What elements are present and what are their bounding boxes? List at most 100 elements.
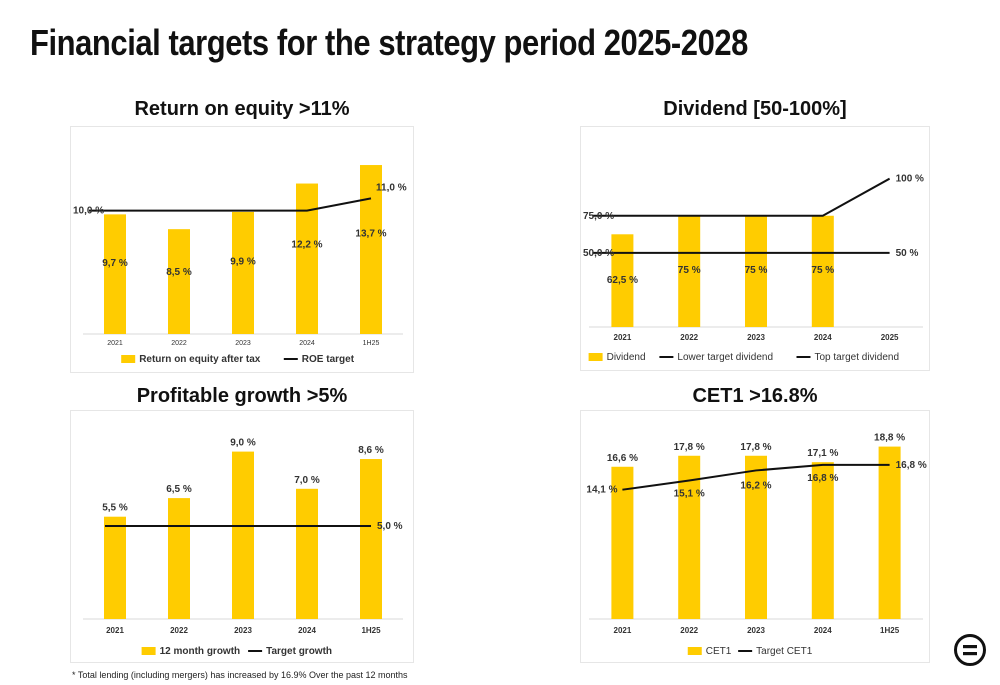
growth-chart-svg: 5,0 % 5,5 % 6,5 % 9,0 % 7,0 % 8,6 % 2021 2022 20… bbox=[83, 438, 403, 657]
dividend-category-2022: 2022 bbox=[680, 333, 698, 342]
dividend-line-1 bbox=[592, 177, 891, 217]
cet1-category-2024: 2024 bbox=[814, 626, 832, 635]
cet1-bar-label-2021: 16,6 % bbox=[607, 453, 638, 464]
cet1-legend-swatch-0 bbox=[687, 647, 702, 655]
dividend-chart-title: Dividend [50-100%] bbox=[663, 98, 847, 120]
growth-bar-label-2024: 7,0 % bbox=[294, 475, 320, 486]
growth-line-label-0-4: 5,0 % bbox=[377, 521, 403, 532]
dividend-category-2023: 2023 bbox=[747, 333, 765, 342]
cet1-line-label-0-3: 16,8 % bbox=[807, 473, 838, 484]
growth-bar-label-2021: 5,5 % bbox=[102, 503, 128, 514]
roe-category-2021: 2021 bbox=[107, 340, 123, 347]
cet1-bar-2022 bbox=[678, 455, 701, 619]
cet1-chart-title: CET1 >16.8% bbox=[692, 385, 818, 407]
dividend-legend-swatch-0 bbox=[588, 353, 603, 361]
roe-bar-2021 bbox=[104, 214, 126, 334]
cet1-bar-1H25 bbox=[878, 446, 901, 619]
roe-bar-label-1H25: 13,7 % bbox=[355, 229, 386, 240]
dividend-bar-2022 bbox=[678, 215, 701, 327]
dividend-line-label-1-4: 100 % bbox=[896, 174, 924, 185]
growth-legend-label-1: Target growth bbox=[266, 646, 332, 657]
cet1-line-label-0-2: 16,2 % bbox=[740, 480, 771, 491]
roe-legend-label-1: ROE target bbox=[302, 354, 355, 365]
dividend-bar-label-2024: 75 % bbox=[811, 265, 834, 276]
growth-bar-2022 bbox=[168, 498, 190, 619]
cet1-line-label-0-1: 15,1 % bbox=[674, 489, 705, 500]
growth-bar-2023 bbox=[232, 451, 254, 619]
cet1-category-1H25: 1H25 bbox=[880, 626, 900, 635]
roe-bar-2023 bbox=[232, 211, 254, 334]
roe-chart-svg: 10,0 % 11,0 % 9,7 % 8,5 % 9,9 % 12,2 % 13,7 % 2… bbox=[73, 165, 407, 365]
cet1-bar-2023 bbox=[745, 455, 767, 619]
cet1-line-label-0-0: 14,1 % bbox=[586, 485, 617, 496]
dividend-legend-label-0: Dividend bbox=[607, 352, 646, 363]
roe-bar-label-2024: 12,2 % bbox=[291, 240, 322, 251]
dividend-category-2021: 2021 bbox=[614, 333, 632, 342]
cet1-category-2023: 2023 bbox=[747, 626, 765, 635]
growth-chart-title: Profitable growth >5% bbox=[136, 385, 348, 407]
cet1-bar-label-1H25: 18,8 % bbox=[874, 433, 905, 444]
cet1-chart-svg: 14,1 % 15,1 % 16,2 % 16,8 % 16,8 % 16,6 % 17,8… bbox=[586, 433, 927, 657]
growth-category-2021: 2021 bbox=[106, 626, 124, 635]
roe-category-2023: 2023 bbox=[235, 340, 251, 347]
roe-bar-label-2021: 9,7 % bbox=[102, 258, 128, 269]
roe-line-label-0-4: 11,0 % bbox=[376, 182, 407, 193]
roe-bar-2022 bbox=[168, 229, 190, 334]
cet1-bar-label-2024: 17,1 % bbox=[807, 448, 838, 459]
page-title: Financial targets for the strategy perio… bbox=[30, 22, 748, 63]
growth-bar-label-1H25: 8,6 % bbox=[358, 445, 384, 456]
roe-chart-title: Return on equity >11% bbox=[134, 98, 350, 120]
growth-legend-label-0: 12 month growth bbox=[160, 646, 241, 657]
brand-logo-icon bbox=[953, 633, 987, 667]
roe-bar-2024 bbox=[296, 183, 318, 334]
dividend-bar-label-2023: 75 % bbox=[745, 265, 768, 276]
roe-line-0 bbox=[89, 197, 372, 212]
growth-category-1H25: 1H25 bbox=[361, 626, 381, 635]
roe-bar-label-2022: 8,5 % bbox=[166, 267, 192, 278]
cet1-line-0 bbox=[622, 463, 890, 491]
growth-bar-2021 bbox=[104, 516, 126, 619]
cet1-category-2021: 2021 bbox=[614, 626, 632, 635]
dividend-legend-label-1: Lower target dividend bbox=[677, 352, 773, 363]
roe-bar-label-2023: 9,9 % bbox=[230, 257, 256, 268]
dividend-bar-2021 bbox=[611, 234, 634, 327]
roe-category-2024: 2024 bbox=[299, 340, 315, 347]
dividend-bar-label-2022: 75 % bbox=[678, 265, 701, 276]
cet1-bar-2021 bbox=[611, 466, 634, 619]
cet1-bar-label-2023: 17,8 % bbox=[740, 442, 771, 453]
cet1-legend-label-1: Target CET1 bbox=[756, 646, 813, 657]
dividend-category-2024: 2024 bbox=[814, 333, 832, 342]
roe-bar-1H25 bbox=[360, 165, 382, 334]
roe-line-label-0-0: 10,0 % bbox=[73, 206, 104, 217]
cet1-bar-label-2022: 17,8 % bbox=[674, 442, 705, 453]
cet1-bar-2024 bbox=[811, 462, 834, 619]
roe-legend-swatch-0 bbox=[121, 355, 136, 363]
dividend-chart-svg: 50,0 % 50 % 75,0 % 100 % 62,5 % 75 % 75 % 75 % 2… bbox=[583, 174, 924, 363]
roe-category-2022: 2022 bbox=[171, 340, 187, 347]
dividend-category-2025: 2025 bbox=[881, 333, 899, 342]
dividend-line-label-0-0: 50,0 % bbox=[583, 248, 614, 259]
cet1-category-2022: 2022 bbox=[680, 626, 698, 635]
growth-category-2024: 2024 bbox=[298, 626, 316, 635]
roe-legend-label-0: Return on equity after tax bbox=[139, 354, 261, 365]
dividend-chart: 50,0 % 50 % 75,0 % 100 % 62,5 % 75 % 75 % 75 % 2… bbox=[580, 126, 930, 371]
dividend-line-label-1-0: 75,0 % bbox=[583, 211, 614, 222]
dividend-line-label-0-4: 50 % bbox=[896, 248, 919, 259]
dividend-legend-label-2: Top target dividend bbox=[815, 352, 900, 363]
cet1-line-label-0-4: 16,8 % bbox=[896, 460, 927, 471]
growth-bar-2024 bbox=[296, 488, 318, 619]
cet1-chart: 14,1 % 15,1 % 16,2 % 16,8 % 16,8 % 16,6 % 17,8… bbox=[580, 410, 930, 663]
roe-chart: 10,0 % 11,0 % 9,7 % 8,5 % 9,9 % 12,2 % 13,7 % 2… bbox=[70, 126, 414, 373]
growth-bar-label-2022: 6,5 % bbox=[166, 484, 192, 495]
roe-category-1H25: 1H25 bbox=[363, 340, 380, 347]
dividend-bar-label-2021: 62,5 % bbox=[607, 275, 638, 286]
cet1-legend-label-0: CET1 bbox=[706, 646, 732, 657]
dividend-bar-2024 bbox=[811, 215, 834, 327]
footnote: * Total lending (including mergers) has … bbox=[72, 670, 408, 680]
growth-chart: 5,0 % 5,5 % 6,5 % 9,0 % 7,0 % 8,6 % 2021 2022 20… bbox=[70, 410, 414, 663]
growth-bar-label-2023: 9,0 % bbox=[230, 438, 256, 449]
growth-bar-1H25 bbox=[360, 459, 382, 619]
growth-legend-swatch-0 bbox=[141, 647, 156, 655]
dividend-bar-2023 bbox=[745, 215, 767, 327]
growth-category-2023: 2023 bbox=[234, 626, 252, 635]
